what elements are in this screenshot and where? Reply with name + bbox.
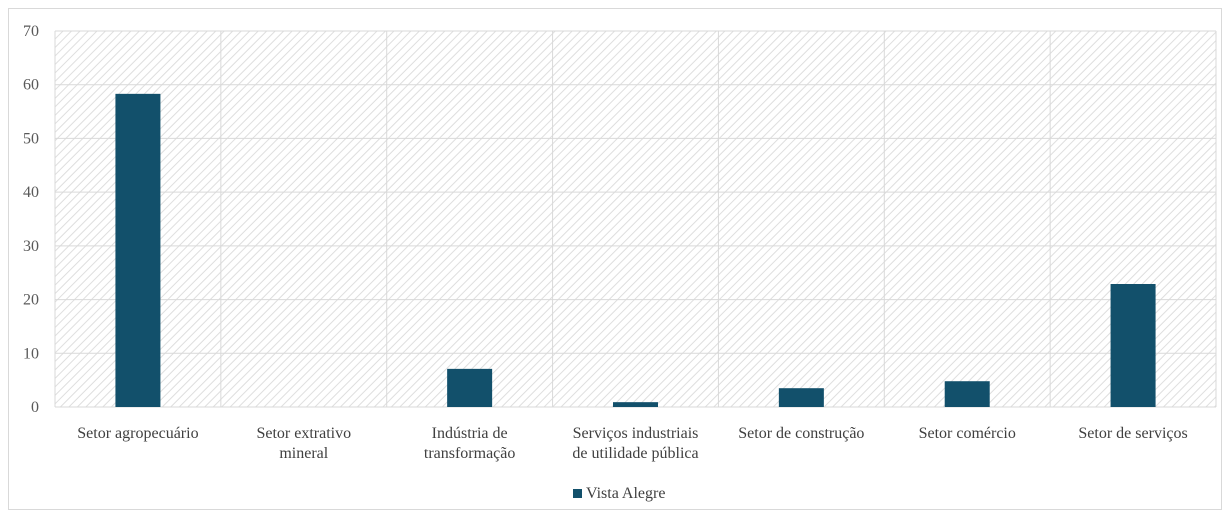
grid-lines — [54, 30, 1217, 408]
x-category-label: Setor comércio — [919, 425, 1016, 442]
bar — [613, 402, 658, 407]
legend: Vista Alegre — [573, 485, 665, 502]
bars — [115, 93, 1156, 408]
bar — [778, 388, 824, 407]
y-tick-label: 0 — [31, 399, 39, 416]
bar — [944, 381, 990, 407]
bar — [447, 368, 493, 407]
y-tick-label: 10 — [23, 345, 39, 362]
y-tick-label: 20 — [23, 292, 39, 309]
x-category-label: Setor de serviços — [1078, 425, 1187, 442]
bar — [1110, 283, 1156, 407]
x-category-label: Serviços industriais de utilidade pública — [572, 425, 698, 462]
x-category-label: Indústria de transformação — [424, 425, 516, 462]
bar — [115, 93, 161, 408]
y-tick-label: 30 — [23, 238, 39, 255]
x-category-label: Setor extrativo mineral — [256, 425, 351, 462]
y-tick-label: 70 — [23, 23, 39, 40]
x-category-label: Setor de construção — [738, 425, 864, 442]
x-axis-category-labels: Setor agropecuário Setor extrativo mineral… — [77, 425, 1187, 462]
y-tick-label: 60 — [23, 77, 39, 94]
plot-area — [55, 31, 1216, 407]
y-tick-label: 50 — [23, 130, 39, 147]
legend-label: Vista Alegre — [586, 485, 665, 502]
legend-swatch — [573, 489, 582, 498]
y-tick-label: 40 — [23, 184, 39, 201]
y-axis-tick-labels: 0 10 20 30 40 50 60 70 — [23, 23, 39, 416]
x-category-label: Setor agropecuário — [77, 425, 198, 442]
